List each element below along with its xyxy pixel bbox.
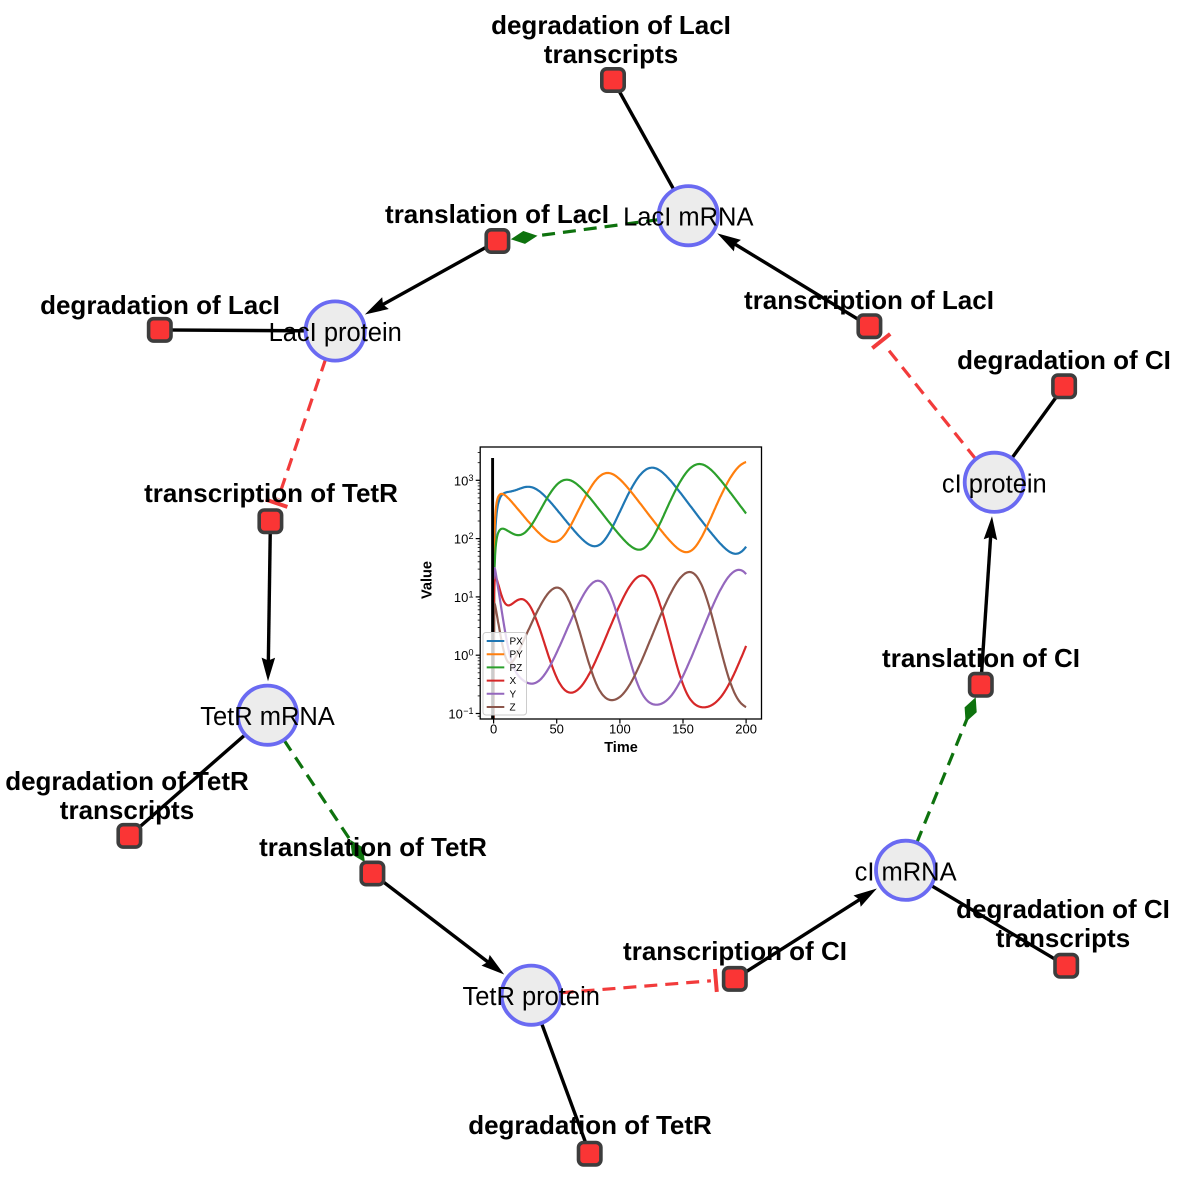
svg-text:Y: Y xyxy=(510,689,517,700)
svg-text:transcription of LacI: transcription of LacI xyxy=(744,285,994,315)
svg-text:10: 10 xyxy=(454,532,468,547)
svg-text:100: 100 xyxy=(609,722,631,737)
svg-text:PZ: PZ xyxy=(510,663,523,674)
svg-text:−1: −1 xyxy=(463,706,473,716)
svg-text:10: 10 xyxy=(448,707,462,722)
svg-text:TetR mRNA: TetR mRNA xyxy=(200,703,335,731)
svg-text:10: 10 xyxy=(454,590,468,605)
svg-text:transcription of CI: transcription of CI xyxy=(623,936,847,966)
svg-text:transcription of TetR: transcription of TetR xyxy=(144,478,398,508)
svg-text:200: 200 xyxy=(735,722,757,737)
svg-text:0: 0 xyxy=(468,648,473,658)
svg-text:PY: PY xyxy=(510,650,524,661)
svg-text:Time: Time xyxy=(604,740,638,756)
svg-text:degradation of LacI: degradation of LacI xyxy=(491,10,731,40)
svg-text:LacI mRNA: LacI mRNA xyxy=(623,204,753,232)
svg-text:transcripts: transcripts xyxy=(996,923,1130,953)
svg-text:2: 2 xyxy=(468,531,473,541)
svg-text:PX: PX xyxy=(510,637,524,648)
svg-text:degradation of CI: degradation of CI xyxy=(956,894,1170,924)
svg-text:LacI protein: LacI protein xyxy=(269,319,402,347)
svg-text:Z: Z xyxy=(510,703,516,714)
svg-text:150: 150 xyxy=(672,722,694,737)
svg-text:degradation of CI: degradation of CI xyxy=(957,345,1171,375)
svg-text:50: 50 xyxy=(549,722,563,737)
svg-text:degradation of LacI: degradation of LacI xyxy=(40,290,280,320)
svg-text:translation of LacI: translation of LacI xyxy=(385,199,609,229)
svg-text:cI mRNA: cI mRNA xyxy=(855,858,957,886)
svg-text:1: 1 xyxy=(468,589,473,599)
svg-text:translation of CI: translation of CI xyxy=(882,643,1080,673)
svg-text:TetR protein: TetR protein xyxy=(462,983,600,1011)
svg-text:transcripts: transcripts xyxy=(544,39,678,69)
svg-text:Value: Value xyxy=(420,561,436,599)
svg-text:degradation of TetR: degradation of TetR xyxy=(5,766,249,796)
svg-text:X: X xyxy=(510,676,517,687)
svg-text:degradation of TetR: degradation of TetR xyxy=(468,1110,712,1140)
svg-text:10: 10 xyxy=(454,648,468,663)
svg-text:3: 3 xyxy=(468,473,473,483)
svg-text:cI protein: cI protein xyxy=(942,470,1047,498)
svg-text:0: 0 xyxy=(490,722,497,737)
svg-text:translation of TetR: translation of TetR xyxy=(259,832,487,862)
svg-text:10: 10 xyxy=(454,473,468,488)
svg-text:transcripts: transcripts xyxy=(60,795,194,825)
